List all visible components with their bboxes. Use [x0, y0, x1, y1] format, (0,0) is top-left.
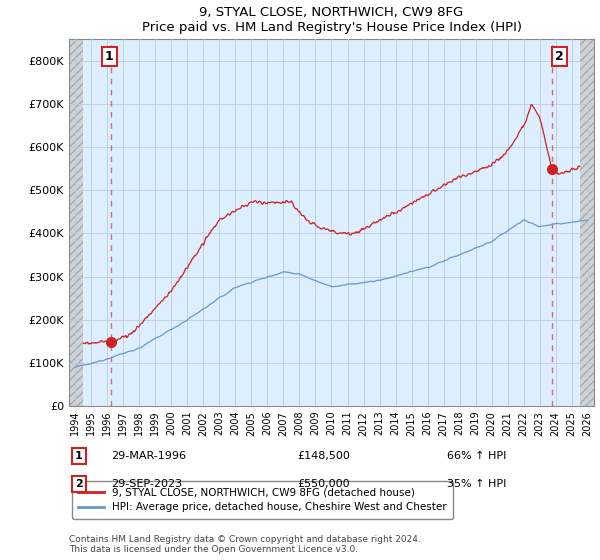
Text: £550,000: £550,000: [297, 479, 350, 489]
Text: £148,500: £148,500: [297, 451, 350, 461]
Text: 1: 1: [75, 451, 83, 461]
Bar: [69, 39, 83, 406]
Text: 66% ↑ HPI: 66% ↑ HPI: [447, 451, 506, 461]
Text: 2: 2: [555, 50, 564, 63]
Legend: 9, STYAL CLOSE, NORTHWICH, CW9 8FG (detached house), HPI: Average price, detache: 9, STYAL CLOSE, NORTHWICH, CW9 8FG (deta…: [71, 481, 453, 519]
Bar: [580, 39, 594, 406]
Text: 29-MAR-1996: 29-MAR-1996: [111, 451, 186, 461]
Text: 1: 1: [104, 50, 113, 63]
Text: 35% ↑ HPI: 35% ↑ HPI: [447, 479, 506, 489]
Text: 2: 2: [75, 479, 83, 489]
Text: Contains HM Land Registry data © Crown copyright and database right 2024.
This d: Contains HM Land Registry data © Crown c…: [69, 535, 421, 554]
Text: 29-SEP-2023: 29-SEP-2023: [111, 479, 182, 489]
Title: 9, STYAL CLOSE, NORTHWICH, CW9 8FG
Price paid vs. HM Land Registry's House Price: 9, STYAL CLOSE, NORTHWICH, CW9 8FG Price…: [142, 6, 521, 34]
